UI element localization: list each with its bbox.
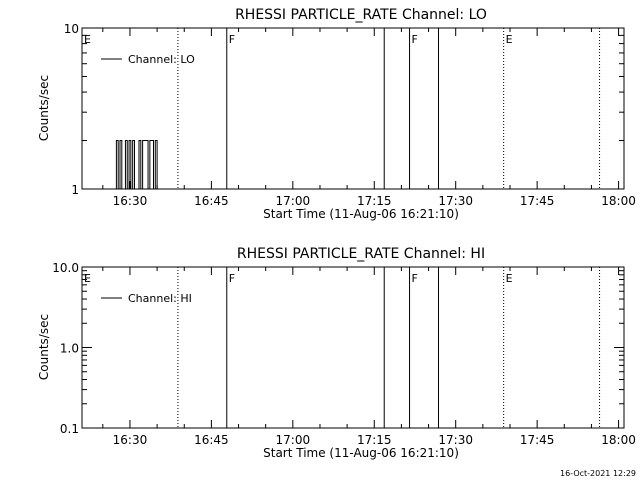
y-tick-label: 10 xyxy=(64,22,79,36)
x-tick-label: 16:30 xyxy=(113,433,148,447)
marker-label: F xyxy=(412,272,418,285)
x-tick-label: 16:45 xyxy=(194,433,229,447)
series-line xyxy=(110,140,159,190)
x-tick-label: 17:45 xyxy=(520,433,555,447)
marker-label: E xyxy=(506,272,513,285)
x-tick-label: 17:30 xyxy=(438,433,473,447)
x-tick-label: 17:00 xyxy=(276,194,311,208)
y-tick-label: 10.0 xyxy=(52,261,79,275)
marker-label: E xyxy=(84,33,91,46)
y-axis-label: Counts/sec xyxy=(37,314,51,380)
marker-label: F xyxy=(229,272,235,285)
x-tick-label: 17:45 xyxy=(520,194,555,208)
legend: Channel: LO xyxy=(101,53,195,66)
x-tick-label: 16:45 xyxy=(194,194,229,208)
x-axis-label: Start Time (11-Aug-06 16:21:10) xyxy=(263,207,459,221)
marker-label: E xyxy=(506,33,513,46)
x-tick-label: 17:15 xyxy=(357,194,392,208)
y-tick-label: 0.1 xyxy=(60,422,79,436)
x-tick-label: 17:30 xyxy=(438,194,473,208)
chart-title: RHESSI PARTICLE_RATE Channel: LO xyxy=(235,7,487,23)
marker-label: F xyxy=(229,33,235,46)
legend-label: Channel: LO xyxy=(128,53,195,66)
marker-label: F xyxy=(412,33,418,46)
legend-label: Channel: HI xyxy=(128,292,192,305)
x-axis-label: Start Time (11-Aug-06 16:21:10) xyxy=(263,446,459,460)
y-tick-label: 1 xyxy=(71,183,79,197)
x-tick-label: 16:30 xyxy=(113,194,148,208)
x-tick-label: 18:00 xyxy=(601,194,636,208)
legend: Channel: HI xyxy=(101,292,192,305)
y-axis-label: Counts/sec xyxy=(37,75,51,141)
x-tick-label: 17:00 xyxy=(276,433,311,447)
panel-hi: RHESSI PARTICLE_RATE Channel: HI 0.1 1.0 10… xyxy=(37,246,636,460)
panel-lo: RHESSI PARTICLE_RATE Channel: LO 1 10 16:30… xyxy=(37,7,636,221)
marker-label: E xyxy=(84,272,91,285)
chart-title: RHESSI PARTICLE_RATE Channel: HI xyxy=(237,246,485,262)
x-tick-label: 18:00 xyxy=(601,433,636,447)
y-tick-label: 1.0 xyxy=(60,342,79,356)
x-tick-label: 17:15 xyxy=(357,433,392,447)
plot-frame xyxy=(81,27,625,190)
footer-date: 16-Oct-2021 12:29 xyxy=(560,469,636,478)
